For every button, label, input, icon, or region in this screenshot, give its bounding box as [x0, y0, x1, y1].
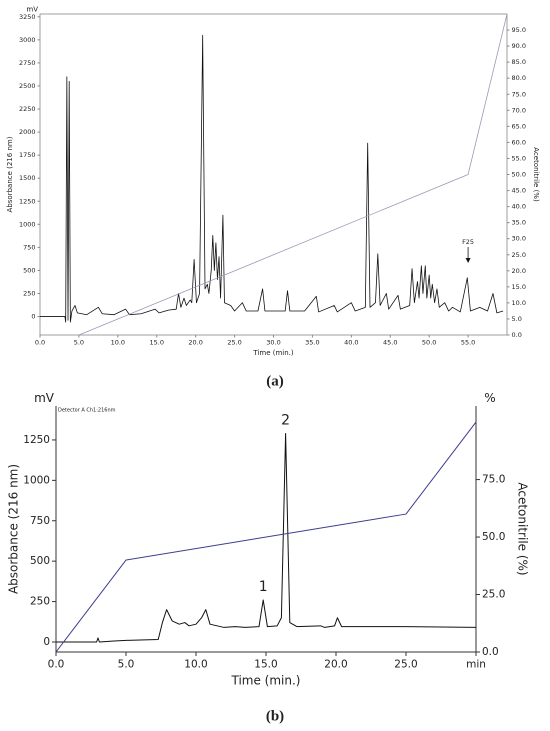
caption: (b)	[266, 708, 284, 724]
y2-tick-label: 75.0	[512, 90, 526, 98]
detector-note: Detector A Ch1:216nm	[58, 408, 116, 414]
y2-tick-label: 85.0	[512, 58, 526, 66]
y-tick-label: 500	[23, 266, 35, 274]
y-tick-label: 1000	[23, 474, 50, 486]
annotation: 2	[281, 413, 290, 429]
chromatogram-line	[40, 34, 504, 323]
y2-tick-label: 0.0	[512, 331, 522, 339]
x-axis-label: Time (min.)	[231, 674, 301, 688]
gradient-line	[78, 13, 508, 336]
y2-axis-label: Acetonitrile (%)	[516, 482, 530, 575]
y2-tick-label: 10.0	[512, 299, 526, 307]
plot-frame	[39, 13, 508, 336]
x-tick-label: 25.0	[227, 339, 241, 347]
y-axis-label: Absorbance (216 nm)	[6, 136, 14, 212]
x-tick-label: 15.0	[150, 339, 164, 347]
y2-tick-label: 95.0	[512, 26, 526, 34]
y-unit: mV	[34, 391, 55, 405]
y2-tick-label: 50.0	[482, 531, 505, 543]
y2-tick-label: 20.0	[512, 267, 526, 275]
y-tick-label: 2250	[19, 105, 36, 113]
x-tick-label: 20.0	[324, 658, 347, 670]
y2-tick-label: 25.0	[512, 251, 526, 259]
y-tick-label: 0	[43, 636, 50, 648]
x-tick-label: 5.0	[74, 339, 84, 347]
x-tick-label: 55.0	[461, 339, 475, 347]
annotation: F25	[462, 238, 474, 246]
annotation-arrowhead	[465, 257, 471, 263]
y-tick-label: 500	[30, 555, 50, 567]
y2-tick-label: 70.0	[512, 106, 526, 114]
x-tick-label: min	[466, 658, 486, 670]
annotation: 1	[259, 579, 268, 595]
y2-tick-label: 15.0	[512, 283, 526, 291]
chromatogram-line	[56, 432, 477, 643]
y2-tick-label: 5.0	[512, 315, 522, 323]
y-tick-label: 1750	[19, 151, 36, 159]
y2-tick-label: 30.0	[512, 235, 526, 243]
y-tick-label: 0	[31, 313, 35, 321]
y2-tick-label: 50.0	[512, 171, 526, 179]
y-tick-label: 750	[23, 243, 35, 251]
y2-tick-label: 80.0	[512, 74, 526, 82]
y2-tick-label: 65.0	[512, 122, 526, 130]
y-tick-label: 2750	[19, 59, 36, 67]
y-tick-label: 3250	[19, 13, 36, 21]
y2-tick-label: 40.0	[512, 203, 526, 211]
y2-axis-label: Acetonitrile (%)	[532, 147, 540, 202]
y2-tick-label: 75.0	[482, 474, 505, 486]
y2-unit: %	[484, 391, 495, 405]
x-tick-label: 50.0	[422, 339, 436, 347]
y2-tick-label: 35.0	[512, 219, 526, 227]
y2-tick-label: 55.0	[512, 154, 526, 162]
y-tick-label: 1250	[23, 434, 50, 446]
x-tick-label: 35.0	[305, 339, 319, 347]
x-tick-label: 0.0	[35, 339, 45, 347]
x-tick-label: 20.0	[188, 339, 202, 347]
y-tick-label: 1250	[19, 197, 36, 205]
y2-tick-label: 90.0	[512, 42, 526, 50]
gradient-line	[55, 421, 477, 653]
y2-tick-label: 0.0	[482, 646, 499, 658]
y-tick-label: 1500	[19, 174, 36, 182]
y-unit: mV	[26, 5, 38, 13]
y-tick-label: 250	[30, 596, 50, 608]
y-tick-label: 2500	[19, 82, 36, 90]
x-tick-label: 10.0	[184, 658, 207, 670]
y2-tick-label: 45.0	[512, 187, 526, 195]
y-tick-label: 3000	[19, 36, 36, 44]
caption: (a)	[266, 373, 284, 389]
y2-tick-label: 60.0	[512, 138, 526, 146]
y-tick-label: 2000	[19, 128, 36, 136]
x-tick-label: 45.0	[383, 339, 397, 347]
x-tick-label: 0.0	[48, 658, 65, 670]
x-tick-label: 5.0	[118, 658, 135, 670]
x-tick-label: 30.0	[266, 339, 280, 347]
x-tick-label: 40.0	[344, 339, 358, 347]
y-axis-label: Absorbance (216 nm)	[7, 464, 21, 594]
x-tick-label: 10.0	[111, 339, 125, 347]
y-tick-label: 1000	[19, 220, 36, 228]
y-tick-label: 750	[30, 515, 50, 527]
y-tick-label: 250	[23, 289, 35, 297]
x-tick-label: 15.0	[254, 658, 277, 670]
y2-tick-label: 25.0	[482, 589, 505, 601]
x-tick-label: 25.0	[394, 658, 417, 670]
x-axis-label: Time (min.)	[252, 349, 294, 357]
